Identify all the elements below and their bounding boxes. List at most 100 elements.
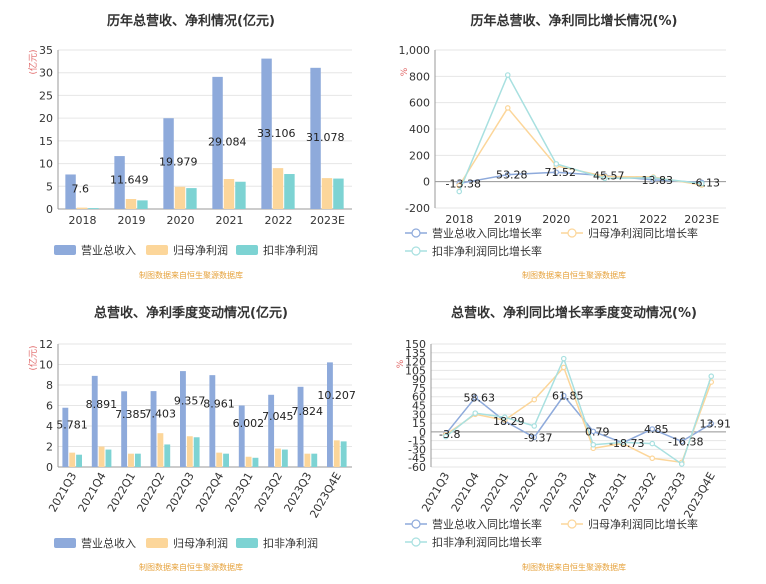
series-point-2-0 <box>442 433 449 440</box>
data-label: 0.79 <box>585 425 610 438</box>
data-label: 19.979 <box>159 155 198 168</box>
bar-0-5 <box>310 67 321 210</box>
bar-0-5 <box>209 375 216 467</box>
chart-title: 总营收、净利同比增长率季度变动情况(%) <box>451 305 697 321</box>
bar-2-8 <box>311 453 318 467</box>
x-tick-label: 2022Q2 <box>508 470 541 514</box>
x-tick-label: 2023Q2 <box>626 470 659 514</box>
bar-0-3 <box>150 391 157 467</box>
y-tick-label: 30 <box>39 67 53 80</box>
source-note: 制图数据来自恒生聚源数据库 <box>139 270 243 280</box>
bar-2-0 <box>88 208 99 209</box>
y-tick-label: 200 <box>409 149 430 162</box>
y-tick-label: 6 <box>46 400 53 413</box>
y-axis-unit: % <box>400 67 410 76</box>
bar-0-6 <box>238 405 245 467</box>
series-line-0 <box>445 394 712 444</box>
x-tick-label: 2021Q4 <box>449 470 482 514</box>
series-line-1 <box>445 366 712 464</box>
series-line-2 <box>445 356 712 466</box>
series-point-0-4 <box>560 392 567 399</box>
legend-label: 营业总收入同比增长率 <box>432 517 542 531</box>
y-tick-label: 15 <box>412 417 426 430</box>
data-label: -13.38 <box>446 177 481 190</box>
series-point-1-7 <box>649 455 656 462</box>
y-tick-label: -200 <box>405 202 430 215</box>
series-point-0-8 <box>678 438 685 445</box>
y-tick-label: -60 <box>408 461 426 474</box>
y-tick-label: 800 <box>409 70 430 83</box>
data-label: -6.13 <box>692 176 720 189</box>
bar-2-9 <box>340 441 347 467</box>
legend-swatch-0 <box>54 538 76 548</box>
source-note: 制图数据来自恒生聚源数据库 <box>522 270 626 280</box>
bar-1-8 <box>304 453 311 467</box>
y-tick-label: 135 <box>405 347 426 360</box>
y-tick-label: 15 <box>39 135 53 148</box>
y-tick-label: 60 <box>412 391 426 404</box>
legend-swatch-1 <box>146 245 168 255</box>
series-point-2-7 <box>649 440 656 447</box>
bar-0-0 <box>65 174 76 209</box>
y-tick-label: 10 <box>39 158 53 171</box>
bar-1-0 <box>69 452 76 467</box>
legend-label: 归母净利润同比增长率 <box>588 226 698 240</box>
bar-2-6 <box>252 457 259 467</box>
y-tick-label: 20 <box>39 112 53 125</box>
bar-2-5 <box>333 178 344 209</box>
series-point-0-7 <box>649 426 656 432</box>
series-point-2-6 <box>619 439 626 446</box>
series-point-2-8 <box>678 461 685 467</box>
data-label: 45.57 <box>593 170 625 183</box>
data-label: 7.6 <box>71 182 89 195</box>
y-tick-label: 45 <box>412 400 426 413</box>
bar-1-3 <box>157 433 164 467</box>
series-point-0-9 <box>708 420 715 427</box>
data-label: 31.078 <box>306 131 345 144</box>
series-point-2-9 <box>708 373 715 380</box>
x-tick-label: 2022Q3 <box>164 470 197 514</box>
legend-label: 归母净利润 <box>173 243 228 257</box>
bar-2-1 <box>137 200 148 209</box>
data-label: 61.85 <box>552 390 584 403</box>
x-tick-label: 2018 <box>445 213 473 226</box>
x-tick-label: 2020 <box>542 213 570 226</box>
series-point-2-1 <box>472 410 479 416</box>
legend-swatch-1 <box>146 538 168 548</box>
quarterly-growth-line-chart: 总营收、净利同比增长率季度变动情况(%)% -60-45-30-150153045… <box>396 305 731 572</box>
bar-0-9 <box>327 362 333 467</box>
bar-1-5 <box>216 452 223 467</box>
y-tick-label: 105 <box>405 364 426 377</box>
bar-2-2 <box>134 453 141 467</box>
series-point-2-1 <box>504 72 511 78</box>
bar-0-1 <box>114 156 125 209</box>
y-tick-label: 0 <box>423 176 430 189</box>
y-tick-label: 0 <box>46 203 53 216</box>
series-point-2-2 <box>553 161 560 167</box>
y-tick-label: -45 <box>408 452 426 465</box>
bar-1-4 <box>186 436 193 467</box>
data-label: 7.045 <box>262 410 294 423</box>
legend-label: 扣非净利润 <box>263 243 318 257</box>
y-tick-label: 35 <box>39 44 53 57</box>
y-tick-label: 1,000 <box>399 44 431 57</box>
series-point-2-0 <box>456 188 463 195</box>
data-label: 4.85 <box>644 423 669 436</box>
x-tick-label: 2019 <box>494 213 522 226</box>
x-tick-label: 2021 <box>216 214 244 227</box>
data-label: 7.403 <box>144 408 176 421</box>
legend-label: 营业总收入 <box>81 243 136 257</box>
bar-2-0 <box>76 454 82 467</box>
series-point-1-3 <box>531 396 538 403</box>
bar-2-4 <box>193 437 200 467</box>
data-label: 53.28 <box>496 169 528 182</box>
legend-label: 归母净利润同比增长率 <box>588 517 698 531</box>
bar-2-2 <box>186 188 197 209</box>
bar-1-1 <box>125 199 137 209</box>
data-label: 29.084 <box>208 136 247 149</box>
legend-label: 扣非净利润同比增长率 <box>432 244 542 258</box>
legend-marker-1 <box>567 519 577 529</box>
legend-marker-2 <box>411 537 421 547</box>
bar-0-8 <box>297 386 304 467</box>
